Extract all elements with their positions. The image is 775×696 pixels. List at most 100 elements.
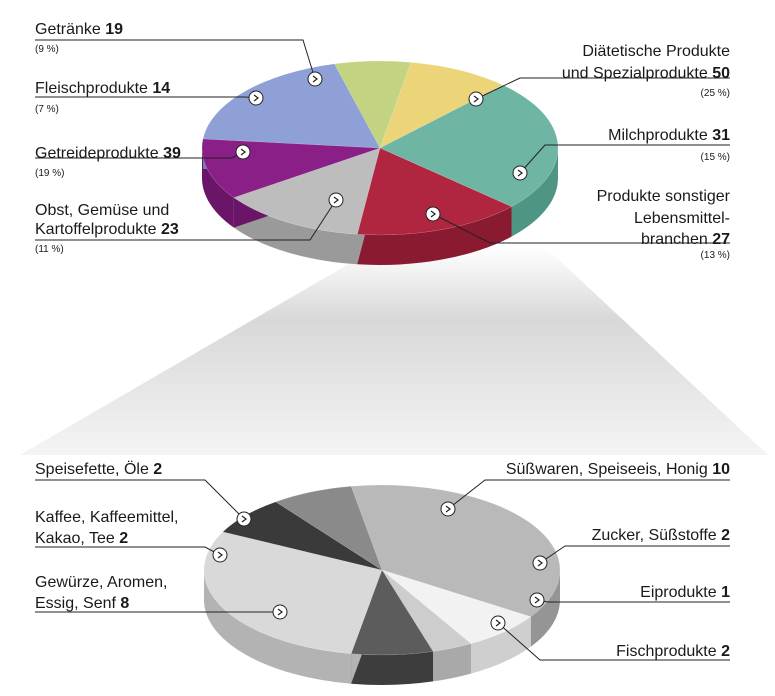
chevron-right-icon [272,604,288,620]
slice-value-eiprodukte: 1 [717,584,730,601]
slice-label-obst-gemuese-und-kartoffelprodukte: Kartoffelprodukte 23 [35,221,179,238]
leader-line-diaetetische-produkte-und-spezialprodukte [475,77,730,100]
pie-slice-fischprodukte [350,569,434,656]
chevron-down-icon [307,71,323,87]
chevron-up-left-icon-glyph [430,210,436,218]
chevron-right-icon-glyph [277,608,283,616]
slice-label-obst-gemuese-und-kartoffelprodukte: Obst, Gemüse und [35,202,169,219]
chevron-right-icon [235,144,251,160]
slice-value-suesswaren-speiseeis-honig: 10 [708,461,730,478]
slice-label-produkte-sonstiger-lebensmittelbranchen: branchen 27 [641,231,730,248]
leader-line-fischprodukte [497,622,730,661]
chevron-down-icon-glyph [312,75,318,83]
slice-label-getreideprodukte: Getreideprodukte 39 [35,145,181,162]
leader-line-fleischprodukte [35,96,257,99]
leader-line-speisefette-oele [35,479,245,520]
chevron-down-left-icon-glyph [241,515,247,523]
pie-slice-side-eiprodukte [433,643,471,682]
chevron-left-icon-glyph [534,596,540,604]
slice-value-gewuerze-aromen-essig-senf: 8 [116,595,129,612]
slice-label-gewuerze-aromen-essig-senf: Gewürze, Aromen, [35,574,168,591]
chevron-up-left-icon [490,615,506,631]
chevron-right-icon-glyph [253,94,259,102]
slice-percent-diaetetische-produkte-und-spezialprodukte: (25 %) [701,88,730,99]
chevron-left-icon [529,592,545,608]
slice-percent-produkte-sonstiger-lebensmittelbranchen: (13 %) [701,250,730,261]
chevron-left-down-icon-glyph [473,95,479,103]
pie-slice-side-gewuerze-aromen-essig-senf [204,570,352,684]
pie-slice-side-obst-gemuese-und-kartoffelprodukte [202,148,234,228]
pie-slice-speisefette-oele [275,486,383,571]
explode-connector [20,247,768,455]
slice-label-gewuerze-aromen-essig-senf: Essig, Senf 8 [35,595,129,612]
pie-slice-side-milchprodukte [357,206,512,266]
slice-label-getraenke: Getränke 19 [35,21,123,38]
slice-label-produkte-sonstiger-lebensmittelbranchen: Produkte sonstiger [597,188,731,205]
leader-line-produkte-sonstiger-lebensmittelbranchen [432,213,730,244]
pie-slice-milchprodukte [356,147,513,236]
chevron-left-down-icon-glyph [537,559,543,567]
chevron-right-icon [248,90,264,106]
pie-slice-side-zucker-suessstoffe [471,616,531,674]
slice-label-zucker-suessstoffe: Zucker, Süßstoffe 2 [592,527,731,544]
chevron-left-down-icon [512,165,528,181]
slice-label-speisefette-oele: Speisefette, Öle 2 [35,460,162,478]
slice-label-kaffee-kaffeemittel-kakao-tee: Kaffee, Kaffeemittel, [35,509,179,526]
slice-value-fischprodukte: 2 [717,643,730,660]
slice-percent-milchprodukte: (15 %) [701,152,730,163]
pie-slice-getraenke [379,62,504,149]
leader-line-kaffee-kaffeemittel-kakao-tee [35,546,221,556]
chevron-up-left-icon-glyph [495,619,501,627]
pie-slice-produkte-sonstiger-lebensmittelbranchen [233,147,381,235]
pie-labels: Getränke 19 (9 %) Diätetische Produkte und … [35,21,731,661]
chevron-left-down-icon-glyph [517,169,523,177]
chevron-left-down-icon-glyph [445,505,451,513]
slice-value-diaetetische-produkte-und-spezialprodukte: 50 [708,65,730,82]
slice-value-kaffee-kaffeemittel-kakao-tee: 2 [115,530,128,547]
slice-label-suesswaren-speiseeis-honig: Süßwaren, Speiseeis, Honig 10 [506,461,730,478]
chevron-right-down-icon [212,547,228,563]
slice-value-getreideprodukte: 39 [159,145,181,162]
slice-value-milchprodukte: 31 [708,127,730,144]
leader-line-zucker-suessstoffe [539,545,730,564]
pie-slice-suesswaren-speiseeis-honig [350,484,561,617]
slice-value-getraenke: 19 [101,21,123,38]
slice-percent-fleischprodukte: (7 %) [35,104,59,115]
slice-label-fischprodukte: Fischprodukte 2 [616,643,730,660]
chevron-right-icon-glyph [240,148,246,156]
pie-slice-eiprodukte [381,569,472,652]
slice-label-produkte-sonstiger-lebensmittelbranchen: Lebensmittel- [634,210,730,227]
pie-chart-other-sectors-breakdown [203,484,561,685]
slice-value-obst-gemuese-und-kartoffelprodukte: 23 [157,221,179,238]
slice-label-diaetetische-produkte-und-spezialprodukte: Diätetische Produkte [582,43,730,60]
pie-slice-getreideprodukte [202,63,381,149]
leader-line-obst-gemuese-und-kartoffelprodukte [35,199,337,241]
slice-value-fleischprodukte: 14 [148,80,170,97]
chevron-right-down-icon-glyph [217,551,223,559]
slice-value-speisefette-oele: 2 [149,461,162,478]
chevron-right-down-icon-glyph [333,196,339,204]
slice-label-milchprodukte: Milchprodukte 31 [608,127,730,144]
leader-line-milchprodukte [519,144,730,174]
pie-slice-gewuerze-aromen-essig-senf [203,531,383,654]
slice-percent-obst-gemuese-und-kartoffelprodukte: (11 %) [35,244,64,255]
slice-label-fleischprodukte: Fleischprodukte 14 [35,80,170,97]
slice-label-diaetetische-produkte-und-spezialprodukte: und Spezialprodukte 50 [562,65,730,82]
slice-value-zucker-suessstoffe: 2 [717,527,730,544]
slice-label-kaffee-kaffeemittel-kakao-tee: Kakao, Tee 2 [35,530,128,547]
pie-slice-fleischprodukte [334,60,412,149]
slice-percent-getraenke: (9 %) [35,44,59,55]
chevron-down-left-icon [236,511,252,527]
leader-line-suesswaren-speiseeis-honig [447,479,730,510]
chevron-left-down-icon [532,555,548,571]
slice-label-eiprodukte: Eiprodukte 1 [640,584,730,601]
chevron-left-down-icon [440,501,456,517]
chevron-left-down-icon [468,91,484,107]
slice-value-produkte-sonstiger-lebensmittelbranchen: 27 [708,231,730,248]
pie-slice-side-diaetetische-produkte-und-spezialprodukte [511,148,558,237]
chevron-up-left-icon [425,206,441,222]
pie-slice-side-suesswaren-speiseeis-honig [530,570,560,647]
chevron-right-down-icon [328,192,344,208]
pie-slice-side-fischprodukte [351,651,434,685]
